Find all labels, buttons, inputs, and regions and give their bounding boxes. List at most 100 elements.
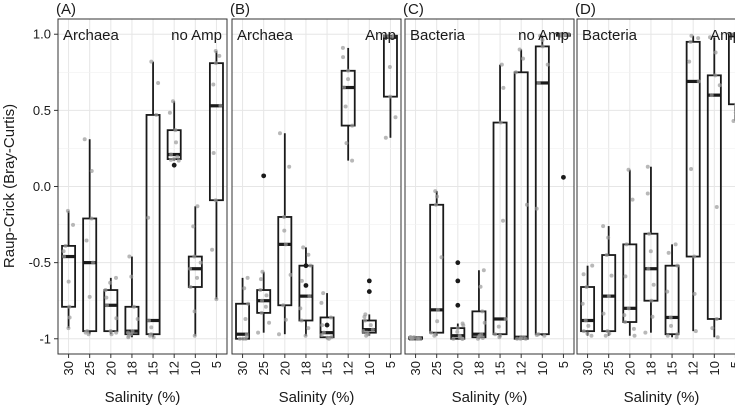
- data-point: [606, 294, 611, 299]
- y-tick-label: 1.0: [33, 27, 51, 42]
- data-point: [103, 288, 108, 293]
- data-point: [195, 204, 200, 209]
- data-point: [665, 333, 670, 338]
- data-point: [126, 330, 131, 335]
- panel-b: 30 25 20 18 15 12 10 5 Salinity (%) (B) Archaea Amp: [230, 1, 402, 406]
- data-point: [303, 333, 308, 338]
- x-tick-label: 18: [471, 361, 486, 375]
- data-point: [368, 323, 373, 328]
- outlier-point: [324, 322, 330, 328]
- data-point: [713, 73, 718, 78]
- data-point: [211, 82, 216, 87]
- data-point: [692, 291, 697, 296]
- x-tick-label: 25: [429, 361, 444, 375]
- data-point: [696, 36, 701, 41]
- data-point: [320, 323, 325, 328]
- data-point: [260, 298, 265, 303]
- data-point: [650, 314, 655, 319]
- data-point: [606, 235, 611, 240]
- data-point: [213, 48, 218, 53]
- x-tick-label: 18: [124, 361, 139, 375]
- panel-tag: (A): [56, 1, 76, 18]
- data-point: [104, 303, 109, 308]
- data-point: [626, 167, 631, 172]
- data-point: [630, 197, 635, 202]
- x-tick-label: 25: [256, 361, 271, 375]
- data-point: [715, 335, 720, 340]
- data-point: [108, 280, 113, 285]
- data-point: [731, 119, 735, 124]
- data-point: [536, 80, 541, 85]
- data-point: [307, 294, 312, 299]
- data-point: [277, 131, 282, 136]
- data-point: [540, 44, 545, 49]
- data-point: [647, 231, 652, 236]
- x-tick-label: 10: [535, 361, 550, 375]
- data-point: [645, 164, 650, 169]
- data-point: [82, 137, 87, 142]
- x-tick-label: 5: [728, 361, 735, 368]
- data-point: [191, 224, 196, 229]
- panel-treatment-label: Amp: [710, 27, 735, 44]
- data-point: [589, 333, 594, 338]
- data-point: [319, 300, 324, 305]
- data-point: [451, 336, 456, 341]
- data-point: [130, 329, 135, 334]
- data-point: [580, 301, 585, 306]
- data-point: [517, 47, 522, 52]
- data-point: [192, 309, 197, 314]
- data-point: [277, 332, 282, 337]
- data-point: [192, 254, 197, 259]
- data-point: [388, 94, 393, 99]
- data-point: [281, 303, 286, 308]
- outlier-point: [455, 278, 461, 284]
- data-point: [217, 53, 222, 58]
- outlier-point: [366, 278, 372, 284]
- data-point: [435, 319, 440, 324]
- data-point: [674, 335, 679, 340]
- data-point: [108, 329, 113, 334]
- data-point: [545, 62, 550, 67]
- data-point: [607, 331, 612, 336]
- x-tick-label: 20: [450, 361, 465, 375]
- data-point: [710, 326, 715, 331]
- data-point: [455, 326, 460, 331]
- data-point: [321, 291, 326, 296]
- data-point: [131, 304, 136, 309]
- data-point: [675, 263, 680, 268]
- data-point: [513, 70, 518, 75]
- x-tick-label: 30: [408, 361, 423, 375]
- data-point: [651, 282, 656, 287]
- data-point: [66, 279, 71, 284]
- data-point: [498, 333, 503, 338]
- x-tick-label: 25: [601, 361, 616, 375]
- data-point: [585, 331, 590, 336]
- data-point: [499, 62, 504, 67]
- data-point: [581, 272, 586, 277]
- data-point: [146, 318, 151, 323]
- data-point: [433, 202, 438, 207]
- x-tick-label: 20: [277, 361, 292, 375]
- data-point: [173, 128, 178, 133]
- data-point: [477, 333, 482, 338]
- data-point: [267, 320, 272, 325]
- data-point: [61, 249, 66, 254]
- data-point: [622, 313, 627, 318]
- panel-treatment-label: no Amp: [171, 27, 222, 44]
- data-point: [171, 99, 176, 104]
- data-point: [147, 333, 152, 338]
- data-point: [673, 242, 678, 247]
- y-tick-label: 0.5: [33, 103, 51, 118]
- data-point: [455, 329, 460, 334]
- data-point: [319, 332, 324, 337]
- data-point: [259, 310, 264, 315]
- data-point: [645, 191, 650, 196]
- data-point: [298, 306, 303, 311]
- data-point: [538, 33, 543, 38]
- x-tick-label: 5: [209, 361, 224, 368]
- data-point: [435, 194, 440, 199]
- data-point: [383, 135, 388, 140]
- data-point: [329, 335, 334, 340]
- data-point: [542, 333, 547, 338]
- data-point: [601, 224, 606, 229]
